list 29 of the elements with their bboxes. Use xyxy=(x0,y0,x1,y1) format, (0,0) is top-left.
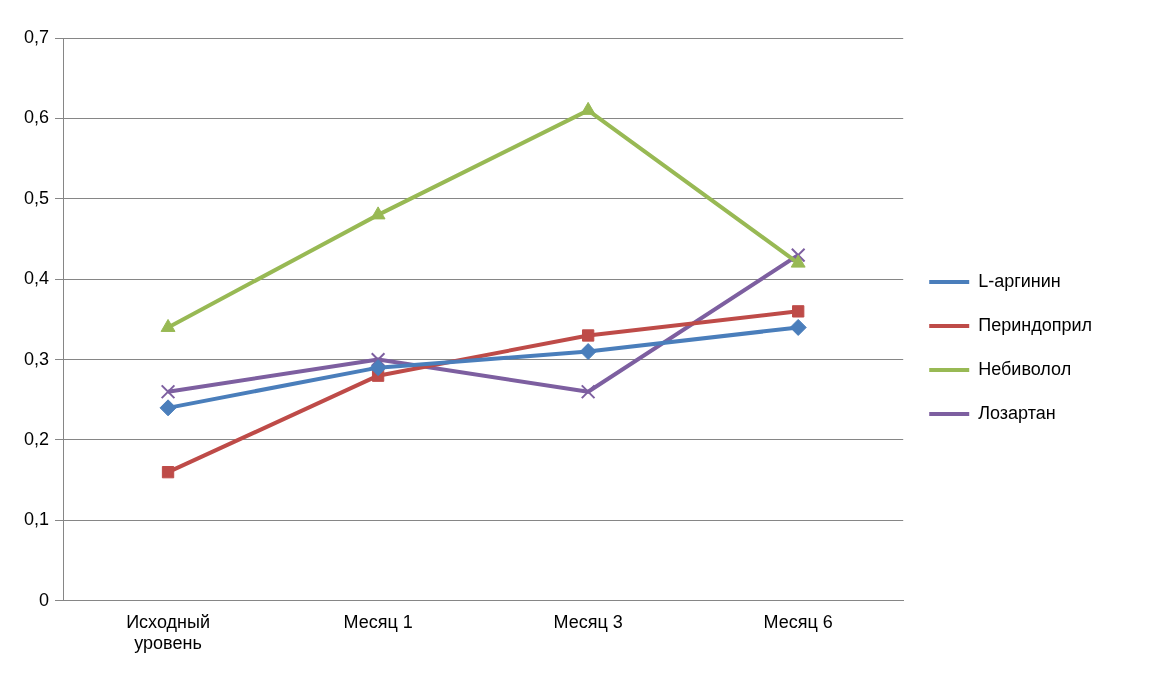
legend-label: Небиволол xyxy=(978,358,1072,379)
point xyxy=(790,247,806,263)
x-tick-label: Месяц 3 xyxy=(553,611,623,632)
legend-label: Периндоприл xyxy=(978,314,1093,335)
y-tick-label: 0,4 xyxy=(23,268,50,289)
x-tick-label: Месяц 1 xyxy=(343,611,413,632)
y-tick-label: 0,2 xyxy=(23,428,50,449)
y-tick-label: 0,1 xyxy=(23,509,50,530)
x-tick-label: Исходный уровень xyxy=(126,611,210,654)
y-tick-label: 0,3 xyxy=(23,348,50,369)
y-tick-label: 0,6 xyxy=(23,107,50,128)
point xyxy=(792,305,805,318)
y-tick-label: 0,7 xyxy=(23,26,50,47)
point xyxy=(370,206,386,220)
y-tick-label: 0 xyxy=(39,589,50,610)
point xyxy=(369,359,387,377)
point xyxy=(579,343,597,361)
point xyxy=(581,329,595,342)
point xyxy=(580,384,596,400)
point xyxy=(789,318,807,336)
x-tick-label: Месяц 6 xyxy=(763,611,833,632)
legend-label: Лозартан xyxy=(978,402,1056,423)
point xyxy=(161,466,175,479)
point xyxy=(160,384,176,400)
y-tick-label: 0,5 xyxy=(23,187,50,208)
point xyxy=(580,101,596,115)
legend-label: L-аргинин xyxy=(978,270,1061,291)
point xyxy=(159,399,177,417)
point xyxy=(790,254,806,268)
